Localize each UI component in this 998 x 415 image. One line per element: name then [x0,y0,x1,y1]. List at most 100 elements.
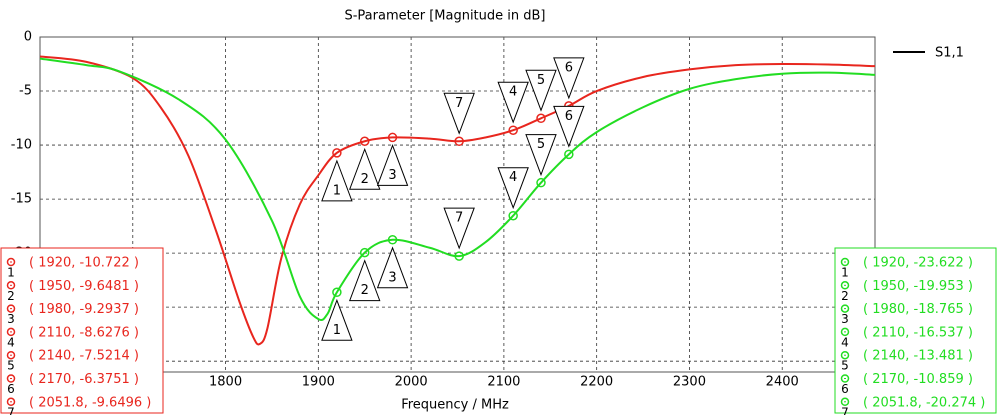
marker-value-label: ( 1920, -10.722 ) [29,256,139,271]
marker-flag: 3 [376,144,409,186]
marker-id: 1 [333,323,341,338]
y-tick-label: -15 [11,192,32,207]
marker-value-label: ( 1950, -9.6481 ) [29,279,139,294]
x-tick-label: 2400 [766,375,799,390]
marker-flag: 1 [321,298,353,341]
marker-value-label: ( 1980, -18.765 ) [863,302,973,317]
marker-icon [6,350,16,360]
marker-icon [840,374,850,383]
marker-flag: 1 [321,159,353,202]
marker-box-id: 2 [841,289,849,303]
marker-flag: 2 [349,147,381,190]
marker-point [508,210,518,221]
marker-triangle [349,147,381,190]
marker-triangle [497,81,529,124]
marker-triangle [553,105,585,148]
marker-icon [840,397,850,407]
marker-point [564,149,574,160]
marker-flag: 6 [553,105,585,148]
marker-point [508,125,518,135]
marker-triangle [443,207,475,250]
marker-value-label: ( 1920, -23.622 ) [863,256,973,271]
marker-id: 5 [537,137,545,152]
marker-icon [6,374,16,383]
marker-icon [840,281,850,290]
marker-icon [840,257,850,267]
x-tick-label: 2100 [487,375,520,390]
marker-icon [6,257,16,267]
marker-point [359,247,370,258]
marker-triangle [525,134,557,177]
marker-box-id: 5 [841,359,849,373]
marker-flag: 4 [497,81,529,124]
x-tick-label: 1900 [302,375,335,390]
marker-id: 3 [388,168,396,183]
marker-value-label: ( 2051.8, -9.6496 ) [29,395,151,410]
marker-box [0,247,164,414]
chart-title: S-Parameter [Magnitude in dB] [344,9,545,24]
marker-icon [6,397,16,407]
marker-triangle [321,298,353,341]
marker-id: 1 [333,183,341,198]
marker-triangle [349,259,381,302]
x-tick-label: 1800 [209,375,242,390]
marker-triangle [525,69,557,112]
marker-icon [840,304,850,313]
marker-icon [840,350,850,360]
marker-box-id: 7 [7,405,15,415]
marker-box-id: 4 [7,335,15,349]
x-tick-label: 2000 [395,375,428,390]
y-tick-label: 0 [24,30,32,45]
marker-box-id: 2 [7,289,15,303]
marker-flag: 7 [443,207,475,250]
marker-value-label: ( 2140, -7.5214 ) [29,349,139,364]
x-tick-label: 2300 [673,375,706,390]
marker-id: 6 [565,60,573,75]
marker-triangle [553,57,585,100]
legend-label: S1,1 [935,46,964,61]
marker-value-label: ( 2110, -16.537 ) [863,325,973,340]
marker-point [359,136,370,147]
marker-box-id: 6 [7,382,15,396]
line-series [39,55,876,346]
marker-flag: 7 [443,92,475,135]
y-tick-label: -5 [19,84,32,99]
marker-box [834,247,997,414]
marker-box-id: 7 [841,405,849,415]
marker-value-label: ( 2051.8, -20.274 ) [863,395,985,410]
marker-id: 2 [361,172,369,187]
line-series [39,57,876,322]
marker-icon [6,327,16,337]
marker-box-id: 3 [841,312,849,326]
marker-id: 2 [361,283,369,298]
marker-flag: 3 [376,246,409,289]
marker-point [387,235,398,245]
marker-triangle [443,92,475,135]
marker-triangle [497,167,529,210]
x-tick-label: 2200 [580,375,613,390]
marker-point [454,251,464,261]
marker-icon [6,304,16,313]
marker-id: 7 [455,211,463,226]
marker-icon [840,327,850,337]
marker-box-id: 1 [7,266,15,280]
marker-point [454,136,464,147]
marker-value-label: ( 2170, -10.859 ) [863,372,973,387]
marker-triangle [376,246,409,289]
marker-value-label: ( 2140, -13.481 ) [863,349,973,364]
marker-box-id: 1 [841,266,849,280]
marker-id: 7 [455,96,463,111]
marker-id: 4 [509,170,517,185]
marker-flag: 4 [497,167,529,210]
marker-id: 4 [509,85,517,100]
marker-id: 6 [565,109,573,124]
marker-point [332,287,342,298]
marker-point [332,148,342,158]
marker-value-label: ( 1980, -9.2937 ) [29,302,139,317]
y-tick-label: -10 [11,138,32,153]
marker-box-id: 6 [841,382,849,396]
marker-icon [6,281,16,290]
marker-flag: 5 [525,69,557,112]
marker-point [536,177,546,188]
marker-box-id: 4 [841,335,849,349]
